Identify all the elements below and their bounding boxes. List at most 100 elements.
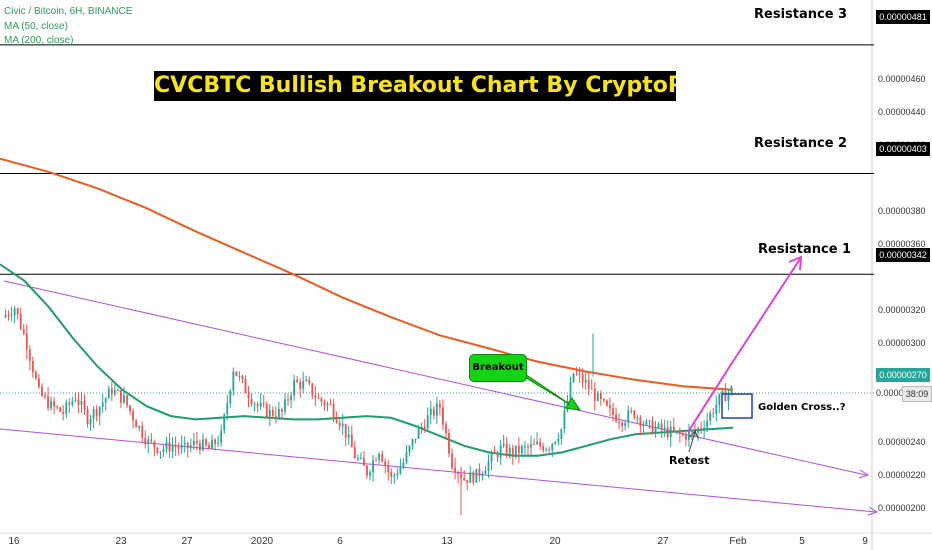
candle-body [80,400,83,405]
price-tick-label: 0.00000360 [878,238,926,249]
candle-body [633,410,636,418]
candle-body [709,412,712,421]
candle-body [542,446,545,451]
candle-body [132,411,135,421]
candle-body [602,399,605,401]
candle-body [162,449,165,452]
candle-body [569,381,572,402]
candle-body [16,308,19,315]
candle-body [7,314,10,316]
candle-body [271,409,274,416]
candle-body [393,475,396,477]
resistance-2-label: Resistance 2 [754,136,848,151]
candle-body [277,408,280,418]
candle-body [4,314,7,318]
time-tick-label: 6 [337,536,343,547]
candle-body [520,446,523,454]
candle-body [484,470,487,474]
candle-body [259,402,262,407]
candle-body [147,439,150,445]
candle-body [636,417,639,419]
channel-upper-arrowhead [858,469,870,479]
candle-body [466,480,469,483]
candle-body [141,426,144,438]
candle-body [192,440,195,446]
candle-body [475,468,478,483]
candle-body [381,453,384,462]
candle-body [101,402,104,407]
candle-body [463,478,466,481]
candle-body [581,374,584,383]
candle-body [123,395,125,403]
candle-body [514,445,517,456]
candle-body [703,427,706,429]
candle-body [700,428,703,430]
candle-body [62,411,65,414]
candle-body [672,426,675,432]
candle-body [472,472,475,483]
candle-body [350,434,353,448]
retest-arrowhead [689,430,699,439]
candle-body [469,472,472,483]
candle-body [660,423,663,430]
ma50-legend: MA (50, close) [4,21,68,32]
candle-body [669,426,672,438]
candle-body [113,390,116,395]
candle-body [226,403,229,415]
candle-body [387,465,390,472]
candle-body [10,315,13,317]
candle-body [545,449,548,451]
candle-body [429,408,432,416]
candle-body [71,401,74,405]
time-tick-label: 16 [8,536,20,547]
candle-body [508,447,511,456]
candle-body [171,445,174,452]
candle-body [308,379,311,384]
candle-body [284,399,286,412]
candle-body [496,453,499,458]
candle-body [539,442,542,447]
candle-body [13,308,16,316]
candle-body [329,403,332,405]
candle-body [199,443,201,451]
candle-body [323,401,326,406]
candle-body [630,410,633,412]
candle-body [639,417,642,426]
candle-body [144,437,147,445]
candle-body [338,422,341,427]
resistance-3-price-box: 0.00000481 [876,10,930,24]
candle-body [691,430,693,432]
candle-body [95,408,98,416]
candle-body [65,402,68,414]
time-tick-label: Feb [729,536,747,547]
candle-body [426,415,429,429]
candle-body [423,426,426,429]
candle-body [74,399,77,402]
candle-body [451,453,453,468]
candle-body [186,442,189,449]
candle-body [527,446,529,448]
candle-body [205,439,207,446]
candle-body [712,412,715,414]
retest-arrow [688,431,696,453]
candle-body [265,403,268,417]
symbol-legend: Civic / Bitcoin, 6H, BINANCE [4,6,133,17]
candle-body [180,444,183,449]
candle-body [593,388,596,401]
candle-body [372,460,374,473]
candle-body [247,393,250,399]
candle-body [68,402,71,405]
candle-body [135,420,138,428]
candle-body [129,405,131,412]
candle-body [721,390,724,394]
candle-body [347,434,350,438]
candle-body [615,414,617,422]
candle-body [38,378,40,387]
candle-body [19,314,22,329]
candle-body [77,399,80,405]
candle-body [83,400,86,410]
candle-body [262,402,265,404]
candle-body [189,445,192,449]
candle-body [150,439,153,442]
